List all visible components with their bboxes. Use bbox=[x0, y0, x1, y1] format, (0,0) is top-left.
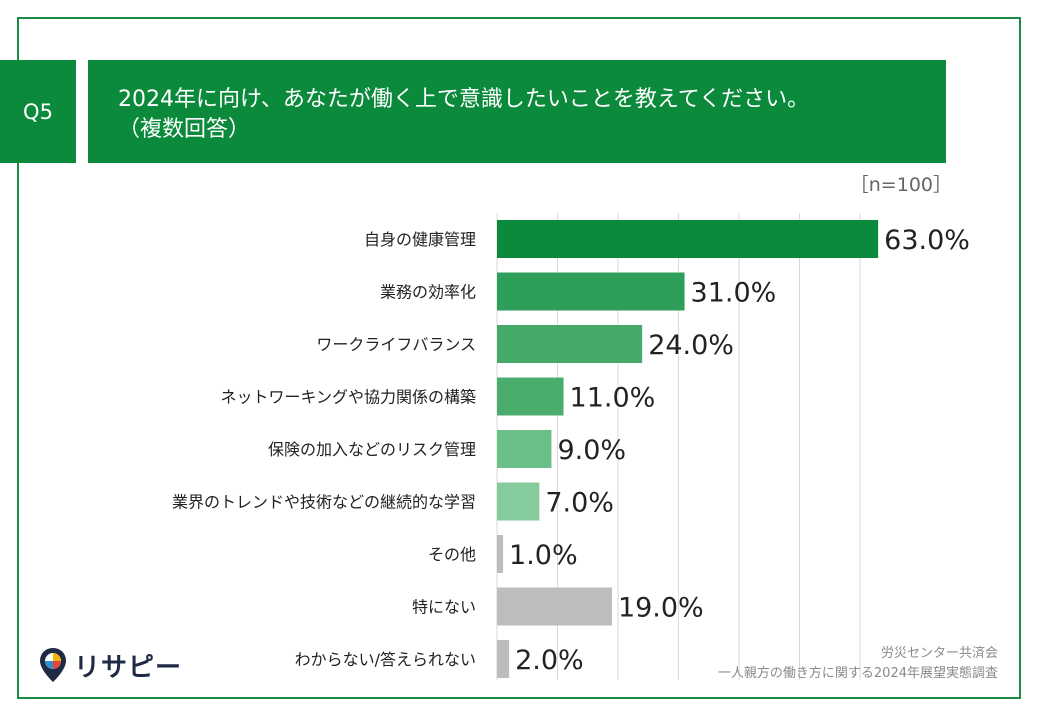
value-label: 9.0% bbox=[557, 435, 626, 466]
bar bbox=[497, 640, 510, 678]
value-label: 1.0% bbox=[509, 540, 578, 571]
footer-survey-name: 一人親方の働き方に関する2024年展望実態調査 bbox=[717, 666, 998, 681]
category-label: 業務の効率化 bbox=[380, 283, 476, 302]
value-label: 31.0% bbox=[691, 278, 777, 309]
bar bbox=[497, 377, 564, 416]
footer-organization: 労災センター共済会 bbox=[880, 646, 998, 661]
question-title: 2024年に向け、あなたが働く上で意識したいことを教えてください。 bbox=[118, 87, 810, 112]
pin-icon bbox=[40, 648, 66, 682]
category-label: 特にない bbox=[412, 598, 476, 617]
sample-size: ［n=100］ bbox=[849, 174, 952, 196]
bar bbox=[497, 220, 879, 258]
value-label: 24.0% bbox=[648, 330, 734, 361]
category-label: わからない/答えられない bbox=[295, 650, 476, 669]
category-label: ワークライフバランス bbox=[316, 335, 476, 354]
bar bbox=[497, 272, 685, 311]
value-label: 11.0% bbox=[570, 383, 656, 414]
category-label: その他 bbox=[428, 545, 476, 564]
question-header: 2024年に向け、あなたが働く上で意識したいことを教えてください。 （複数回答） bbox=[88, 60, 946, 163]
bar bbox=[497, 482, 540, 521]
category-label: 自身の健康管理 bbox=[364, 230, 476, 249]
bar bbox=[497, 587, 612, 626]
bar bbox=[497, 535, 504, 573]
value-label: 19.0% bbox=[618, 593, 704, 624]
footer: 労災センター共済会 一人親方の働き方に関する2024年展望実態調査 bbox=[718, 644, 998, 684]
question-note: （複数回答） bbox=[118, 117, 251, 142]
bar bbox=[497, 430, 552, 468]
category-label: 保険の加入などのリスク管理 bbox=[268, 440, 476, 459]
question-number: Q5 bbox=[0, 60, 76, 163]
logo-text: リサピー bbox=[74, 652, 183, 683]
bar bbox=[497, 325, 643, 363]
logo: リサピー bbox=[38, 646, 182, 684]
value-label: 63.0% bbox=[884, 225, 970, 256]
chart-frame bbox=[17, 17, 1021, 699]
value-label: 2.0% bbox=[515, 645, 584, 676]
value-label: 7.0% bbox=[545, 488, 614, 519]
category-label: ネットワーキングや協力関係の構築 bbox=[220, 388, 476, 407]
category-label: 業界のトレンドや技術などの継続的な学習 bbox=[172, 493, 476, 512]
